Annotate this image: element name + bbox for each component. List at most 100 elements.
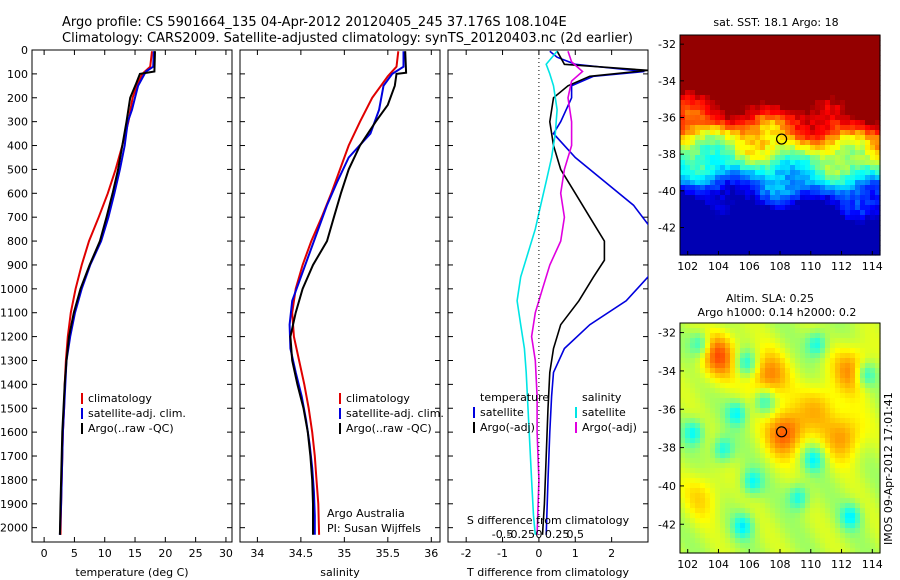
- map-cell: [705, 180, 711, 186]
- map-cell: [865, 408, 871, 414]
- map-cell: [710, 200, 716, 206]
- map-cell: [765, 463, 771, 469]
- map-cell: [820, 40, 826, 46]
- map-cell: [710, 150, 716, 156]
- map-cell: [710, 333, 716, 339]
- map-cell: [855, 353, 861, 359]
- map-cell: [860, 85, 866, 91]
- map-cell: [785, 65, 791, 71]
- map-cell: [680, 538, 686, 544]
- map-cell: [745, 185, 751, 191]
- map-cell: [720, 398, 726, 404]
- map-cell: [745, 413, 751, 419]
- s-tick-label: 0.25: [545, 528, 570, 541]
- map-cell: [700, 215, 706, 221]
- map-cell: [710, 100, 716, 106]
- map-cell: [690, 548, 696, 554]
- map-cell: [765, 433, 771, 439]
- map-cell: [765, 548, 771, 554]
- map-cell: [845, 130, 851, 136]
- map-cell: [820, 200, 826, 206]
- map-cell: [855, 323, 861, 329]
- map-cell: [750, 230, 756, 236]
- map-cell: [725, 438, 731, 444]
- map-cell: [690, 508, 696, 514]
- map-cell: [785, 230, 791, 236]
- map-cell: [745, 50, 751, 56]
- map-cell: [760, 190, 766, 196]
- map-cell: [875, 363, 881, 369]
- map-cell: [810, 483, 816, 489]
- map-cell: [765, 508, 771, 514]
- map-cell: [845, 190, 851, 196]
- map-cell: [750, 388, 756, 394]
- map-cell: [820, 538, 826, 544]
- map-cell: [760, 348, 766, 354]
- map-cell: [775, 453, 781, 459]
- map-cell: [705, 65, 711, 71]
- map-cell: [875, 240, 881, 246]
- map-cell: [715, 338, 721, 344]
- map-cell: [725, 90, 731, 96]
- map-cell: [760, 215, 766, 221]
- map-cell: [810, 513, 816, 519]
- map-cell: [765, 478, 771, 484]
- map-cell: [730, 518, 736, 524]
- map-cell: [755, 235, 761, 241]
- map-cell: [755, 60, 761, 66]
- map-cell: [760, 95, 766, 101]
- map-cell: [745, 140, 751, 146]
- series-line-climatology: [291, 51, 400, 535]
- map-cell: [740, 398, 746, 404]
- map-cell: [755, 240, 761, 246]
- map-cell: [770, 125, 776, 131]
- map-cell: [700, 170, 706, 176]
- map-cell: [685, 393, 691, 399]
- map-cell: [700, 438, 706, 444]
- map-cell: [835, 75, 841, 81]
- map-cell: [720, 468, 726, 474]
- map-cell: [785, 393, 791, 399]
- map-cell: [860, 200, 866, 206]
- map-cell: [800, 418, 806, 424]
- map-cell: [700, 378, 706, 384]
- map-cell: [850, 55, 856, 61]
- map-cell: [765, 473, 771, 479]
- map-cell: [780, 250, 786, 256]
- map-cell: [730, 95, 736, 101]
- map-cell: [695, 343, 701, 349]
- map-cell: [825, 130, 831, 136]
- map-cell: [800, 463, 806, 469]
- map-cell: [750, 548, 756, 554]
- map-cell: [815, 443, 821, 449]
- map-cell: [690, 518, 696, 524]
- map-cell: [815, 388, 821, 394]
- map-cell: [855, 75, 861, 81]
- map-cell: [820, 408, 826, 414]
- map-cell: [850, 458, 856, 464]
- map-cell: [785, 513, 791, 519]
- map-cell: [830, 175, 836, 181]
- map-cell: [810, 185, 816, 191]
- map-cell: [790, 478, 796, 484]
- map-cell: [835, 333, 841, 339]
- map-cell: [760, 508, 766, 514]
- map-cell: [820, 373, 826, 379]
- map-cell: [700, 140, 706, 146]
- map-cell: [755, 383, 761, 389]
- map-cell: [795, 338, 801, 344]
- map-cell: [755, 323, 761, 329]
- map-cell: [705, 105, 711, 111]
- map-cell: [750, 393, 756, 399]
- map-cell: [815, 45, 821, 51]
- map-cell: [800, 453, 806, 459]
- map-cell: [700, 190, 706, 196]
- map-cell: [820, 343, 826, 349]
- map-cell: [855, 523, 861, 529]
- map-cell: [770, 205, 776, 211]
- map-cell: [760, 35, 766, 41]
- map-cell: [845, 358, 851, 364]
- map-cell: [825, 160, 831, 166]
- map-cell: [690, 190, 696, 196]
- map-cell: [705, 85, 711, 91]
